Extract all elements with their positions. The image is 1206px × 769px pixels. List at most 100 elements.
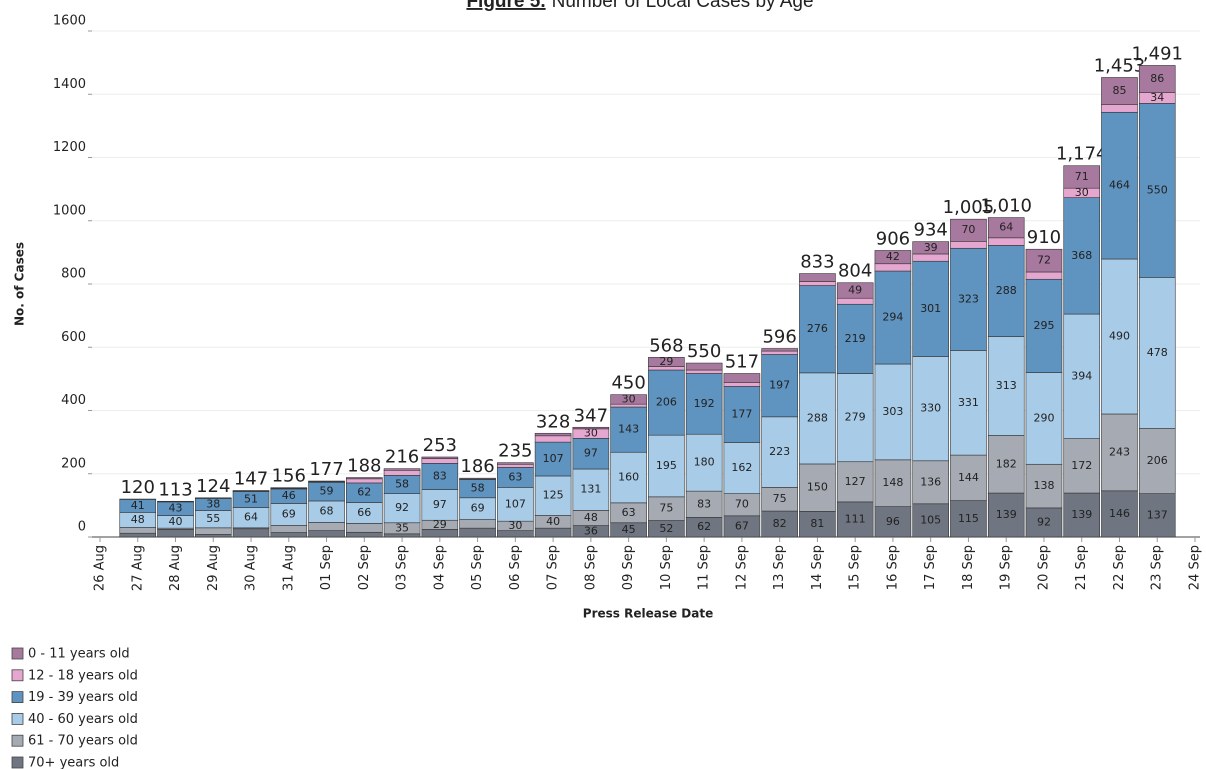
bar-segment (1138, 65, 1176, 93)
legend-label: 40 - 60 years old (28, 712, 138, 727)
x-tick-label: 15 Sep (848, 545, 863, 590)
segment-label: 182 (996, 457, 1017, 470)
x-tick-label: 27 Aug (130, 545, 145, 591)
bar-segment (648, 369, 685, 436)
legend-label: 19 - 39 years old (28, 690, 138, 705)
x-tick-label: 06 Sep (508, 545, 523, 590)
legend-swatch (11, 691, 24, 703)
segment-label: 62 (357, 486, 371, 499)
bar-segment (610, 451, 647, 504)
x-tick-label: 17 Sep (923, 545, 938, 590)
bar-segment (1063, 492, 1101, 538)
bar-segment (987, 492, 1025, 538)
bar-segment (572, 426, 610, 430)
bar-segment (346, 531, 383, 538)
segment-label: 139 (996, 508, 1017, 521)
segment-label: 45 (622, 523, 636, 536)
bar-segment (1063, 165, 1101, 189)
bar-segment (912, 253, 949, 262)
segment-label: 96 (886, 515, 900, 528)
segment-label: 279 (845, 411, 866, 424)
total-label: 1,174 (1056, 144, 1108, 165)
bar-segment (534, 432, 572, 437)
x-tick-label: 30 Aug (244, 545, 259, 591)
segment-label: 295 (1033, 319, 1054, 332)
bar-segment (1101, 77, 1138, 105)
bar-segment (1101, 490, 1138, 538)
bar-segment (836, 501, 874, 538)
title-text: Number of Local Cases by Age (552, 0, 814, 12)
segment-label: 85 (1112, 84, 1126, 97)
bar-segment (1025, 278, 1063, 373)
total-label: 450 (611, 373, 645, 394)
bar-segment (723, 386, 761, 443)
bar-segment (912, 503, 949, 538)
bar-segment (648, 434, 685, 498)
bar-segment (874, 250, 912, 265)
total-label: 253 (423, 435, 457, 456)
segment-label: 148 (882, 476, 903, 489)
segment-label: 59 (320, 485, 334, 498)
bar-segment (761, 350, 798, 355)
total-label: 147 (234, 469, 268, 490)
segment-label: 69 (471, 502, 485, 515)
segment-label: 64 (244, 511, 258, 524)
x-tick-label: 18 Sep (961, 545, 976, 590)
segment-label: 48 (584, 511, 598, 524)
x-tick-label: 08 Sep (583, 545, 598, 590)
legend-label: 12 - 18 years old (28, 668, 138, 683)
x-tick-label: 01 Sep (319, 545, 334, 590)
segment-label: 83 (433, 469, 447, 482)
segment-label: 34 (1150, 91, 1164, 104)
bar-segment (421, 463, 459, 490)
bar-segment (799, 511, 836, 538)
segment-label: 331 (958, 396, 979, 409)
bar-segment (1025, 248, 1063, 273)
legend-label: 0 - 11 years old (28, 647, 130, 662)
bar-segment (459, 519, 496, 529)
legend-swatch (11, 669, 24, 682)
bar-segment (912, 260, 949, 357)
bar-segment (610, 406, 647, 453)
segment-label: 115 (958, 512, 979, 525)
x-tick-label: 22 Sep (1112, 545, 1127, 590)
y-tick-label: 1200 (53, 140, 86, 155)
segment-label: 139 (1071, 508, 1092, 521)
bar-segment (346, 478, 383, 484)
segment-label: 30 (1075, 186, 1089, 199)
segment-label: 39 (924, 241, 938, 254)
bar-segment (987, 237, 1025, 246)
bar-segment (874, 506, 912, 538)
segment-label: 290 (1033, 411, 1054, 424)
x-tick-label: 07 Sep (546, 545, 561, 590)
bar-segment (459, 477, 496, 480)
segment-label: 162 (731, 461, 752, 474)
bar-segment (648, 357, 685, 367)
x-tick-label: 23 Sep (1150, 545, 1165, 590)
bar-segment (950, 247, 987, 351)
legend-swatch (11, 734, 24, 747)
bar-segment (270, 524, 308, 533)
bar-segment (987, 217, 1025, 239)
segment-label: 192 (694, 397, 715, 410)
bar-segment (1025, 463, 1063, 509)
segment-label: 127 (845, 475, 866, 488)
segment-label: 30 (508, 519, 522, 532)
segment-label: 36 (584, 524, 598, 537)
x-tick-label: 19 Sep (999, 545, 1014, 590)
segment-label: 330 (920, 402, 941, 415)
bar-segment (421, 458, 459, 464)
bar-segment (194, 527, 232, 535)
x-tick-label: 04 Sep (432, 545, 447, 590)
bar-segment (761, 354, 798, 418)
segment-label: 323 (958, 292, 979, 305)
legend-swatch (11, 647, 24, 660)
total-label: 833 (800, 252, 834, 273)
y-tick-label: 1600 (53, 14, 86, 29)
total-label: 934 (914, 220, 948, 241)
x-tick-label: 20 Sep (1036, 545, 1051, 590)
segment-label: 58 (395, 478, 409, 491)
total-label: 347 (574, 405, 608, 426)
x-tick-label: 26 Aug (93, 545, 108, 591)
